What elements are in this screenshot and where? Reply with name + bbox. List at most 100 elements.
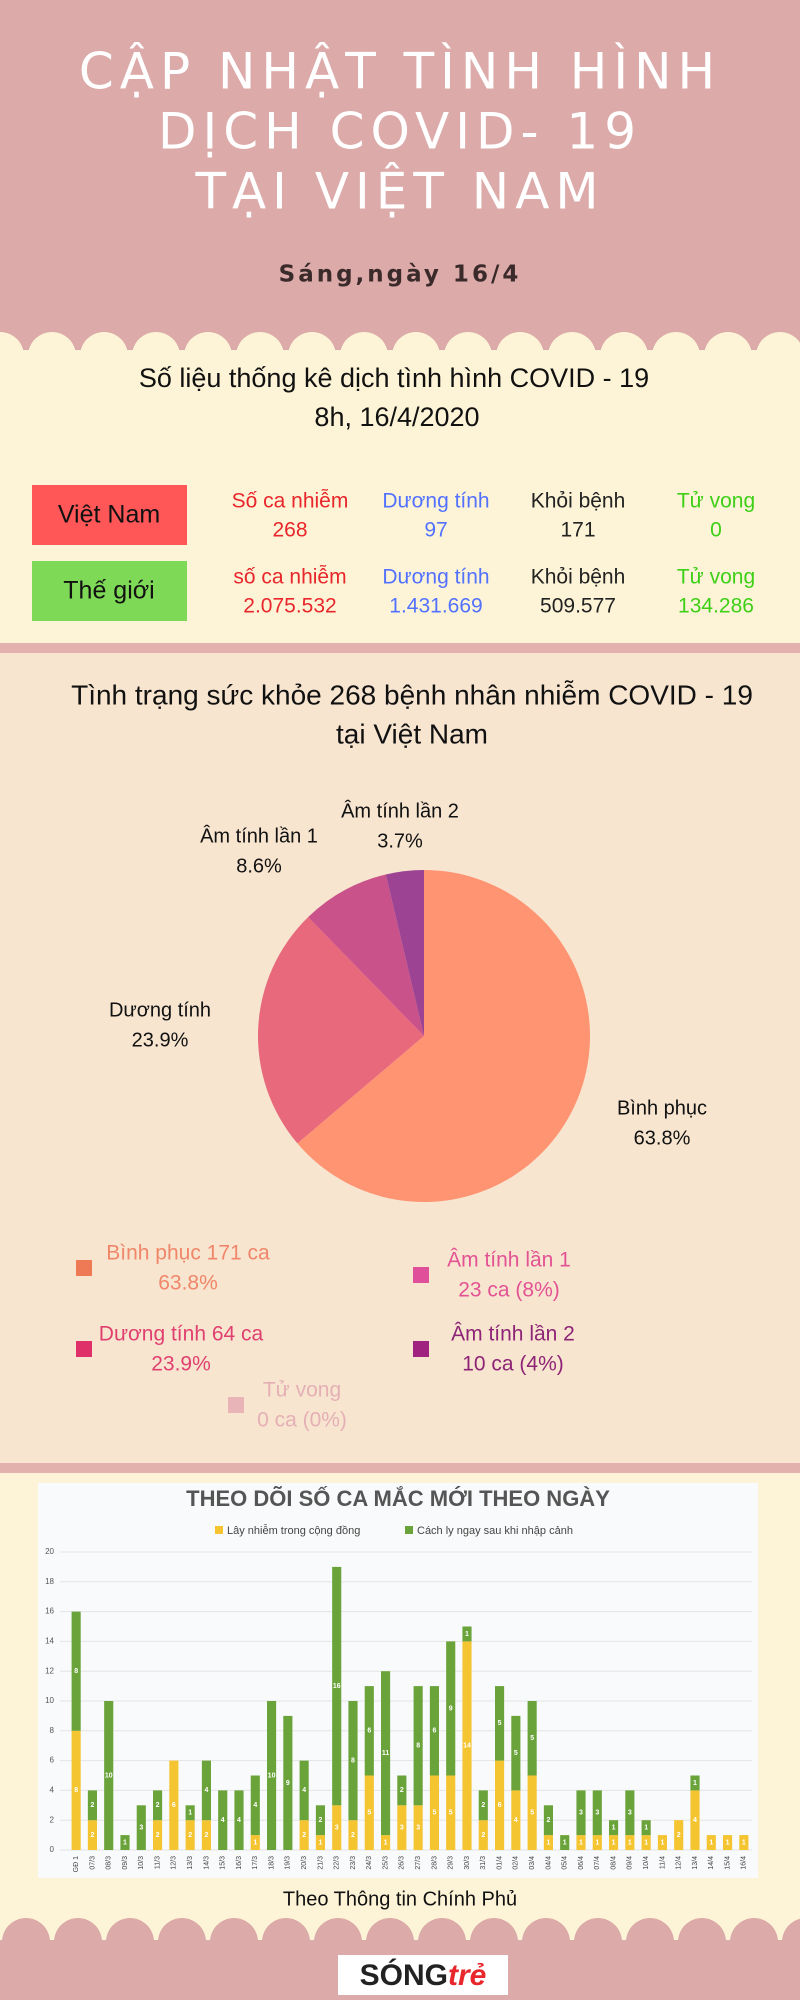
pie-slice: [308, 874, 424, 1036]
bar-chart: THEO DÕI SỐ CA MẮC MỚI THEO NGÀY Lây nhiễ…: [45, 1485, 752, 1872]
y-tick-label: 16: [45, 1607, 54, 1616]
bar-segment: [592, 1835, 602, 1850]
stats-rows: Việt Nam Số ca nhiễm 268 Dương tính 97 Khỏi b…: [32, 485, 755, 621]
bar-value: 2: [156, 1832, 160, 1839]
bar-segment: [185, 1820, 195, 1850]
bar-value: 1: [384, 1839, 388, 1846]
x-tick-label: 16/4: [741, 1856, 748, 1870]
x-tick-label: 08/3: [106, 1856, 113, 1870]
legend-detail: 63.8%: [158, 1272, 218, 1295]
x-tick-label: 08/4: [610, 1856, 617, 1870]
bar-value: 3: [579, 1810, 583, 1817]
bar-segment: [201, 1820, 211, 1850]
legend-swatch: [405, 1526, 413, 1534]
bar-value: 4: [693, 1817, 697, 1824]
stat-value: 1.431.669: [389, 595, 482, 618]
bar-value: 3: [139, 1824, 143, 1831]
stat-label: Khỏi bệnh: [531, 566, 626, 589]
bar-segment: [381, 1835, 391, 1850]
country-name: Thế giới: [63, 577, 154, 605]
bar-value: 4: [237, 1817, 241, 1824]
x-tick-label: 14/4: [708, 1856, 715, 1870]
bar-value: 2: [546, 1817, 550, 1824]
stat-value: 171: [560, 519, 595, 542]
slice-value: 23.9%: [132, 1029, 189, 1051]
bar-value: 2: [351, 1832, 355, 1839]
bar-value: 5: [530, 1735, 534, 1742]
title-line: CẬP NHẬT TÌNH HÌNH: [79, 42, 721, 101]
y-tick-label: 2: [50, 1815, 55, 1824]
x-tick-label: 16/3: [236, 1856, 243, 1870]
x-tick-label: 06/4: [578, 1856, 585, 1870]
bar-segment: [299, 1760, 309, 1821]
scallop-bump: [184, 332, 232, 380]
legend-detail: 0 ca (0%): [257, 1409, 347, 1432]
stat-value: 2.075.532: [243, 595, 336, 618]
legend-detail: 23 ca (8%): [458, 1279, 560, 1302]
x-tick-label: 05/4: [562, 1856, 569, 1870]
scallop-bump: [600, 332, 648, 380]
slice-label: Âm tính lần 1: [200, 824, 318, 847]
scallop-bump: [496, 332, 544, 380]
bar-value: 1: [465, 1631, 469, 1638]
pie-slice: [385, 870, 424, 1036]
slice-value: 8.6%: [236, 855, 282, 877]
x-tick-label: 18/3: [268, 1856, 275, 1870]
bar-value: 4: [253, 1802, 257, 1809]
legend-swatch: [413, 1267, 429, 1283]
bar-value: 2: [481, 1832, 485, 1839]
bar-segment: [315, 1805, 325, 1836]
y-tick-label: 10: [45, 1696, 54, 1705]
x-tick-label: 09/3: [122, 1856, 129, 1870]
legend-detail: 23.9%: [151, 1353, 211, 1376]
bar-value: 3: [628, 1810, 632, 1817]
bar-segment: [706, 1835, 716, 1850]
bar-segment: [641, 1835, 651, 1850]
scallop-bump: [288, 332, 336, 380]
bar-segment: [267, 1701, 277, 1850]
bar-value: 9: [449, 1705, 453, 1712]
legend-swatch: [76, 1260, 92, 1276]
bar-value: 6: [367, 1728, 371, 1735]
x-tick-label: 03/4: [529, 1856, 536, 1870]
stats-title: Số liệu thống kê dịch tình hình COVID - …: [139, 363, 649, 393]
bar-value: 10: [105, 1772, 113, 1779]
stat-value: 134.286: [678, 595, 754, 618]
bar-value: 4: [302, 1787, 306, 1794]
legend-label: Tử vong: [263, 1379, 341, 1402]
bar-value: 1: [123, 1839, 127, 1846]
bar-value: 14: [463, 1743, 471, 1750]
legend-detail: 10 ca (4%): [462, 1353, 564, 1376]
source: Theo Thông tin Chính Phủ: [283, 1888, 517, 1910]
x-tick-label: 25/3: [382, 1856, 389, 1870]
slice-value: 63.8%: [634, 1127, 691, 1149]
y-tick-label: 12: [45, 1666, 54, 1675]
stat-label: số ca nhiễm: [233, 566, 346, 589]
scallop-bump: [340, 332, 388, 380]
y-tick-label: 0: [50, 1845, 55, 1854]
bar-segment: [495, 1686, 505, 1761]
pie-slice: [258, 917, 424, 1144]
x-tick-label: 09/4: [627, 1856, 634, 1870]
bar-value: 1: [742, 1839, 746, 1846]
scallop-bump: [80, 332, 128, 380]
bar-segment: [87, 1820, 97, 1850]
bar-segment: [250, 1835, 260, 1850]
bar-value: 2: [400, 1787, 404, 1794]
logo-box: [338, 1955, 508, 1995]
stat-label: Tử vong: [677, 566, 755, 589]
chart-title: THEO DÕI SỐ CA MẮC MỚI THEO NGÀY: [186, 1485, 610, 1511]
bar-value: 16: [333, 1683, 341, 1690]
bar-value: 1: [693, 1780, 697, 1787]
x-tick-label: 12/3: [171, 1856, 178, 1870]
stat-label: Dương tính: [382, 490, 489, 513]
bar-segment: [478, 1790, 488, 1821]
y-tick-label: 20: [45, 1547, 54, 1556]
x-tick-label: 11/4: [659, 1856, 666, 1869]
bar-segment: [511, 1715, 521, 1791]
y-tick-label: 18: [45, 1577, 54, 1586]
y-tick-label: 8: [50, 1726, 55, 1735]
bar-segment: [576, 1835, 586, 1850]
bar-value: 8: [351, 1757, 355, 1764]
bar-value: 11: [382, 1750, 390, 1757]
